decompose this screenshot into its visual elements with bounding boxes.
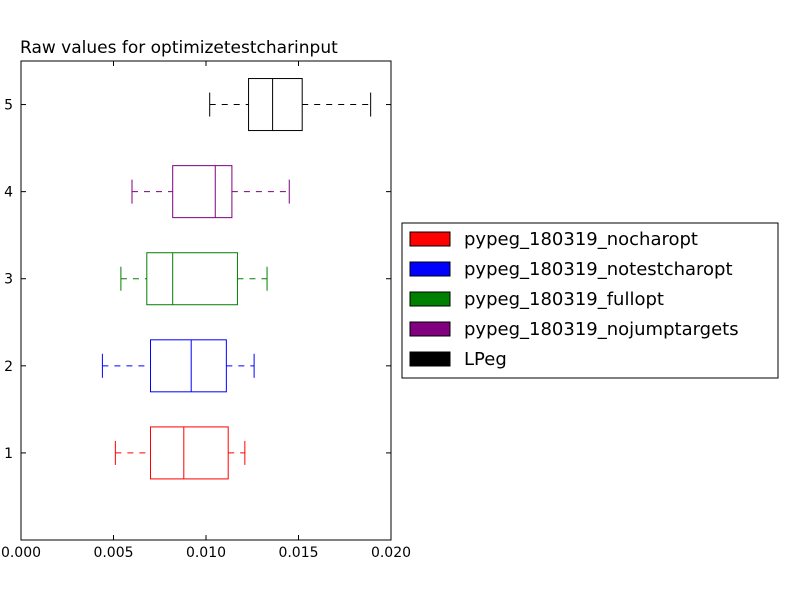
box (146, 252, 238, 306)
legend-label: LPeg (464, 349, 507, 370)
legend-label: pypeg_180319_nocharopt (464, 229, 698, 250)
plot-frame (20, 60, 392, 541)
legend-swatch (409, 261, 451, 277)
x-tick-label: 0.005 (93, 545, 133, 561)
y-tick-label: 1 (4, 446, 13, 462)
box (150, 339, 227, 393)
boxplot-pypeg_180319_nojumptargets (131, 165, 290, 219)
boxplot-LPeg (209, 78, 372, 132)
plot-area: 0.000 0.005 0.010 0.015 0.020 1 2 3 4 5 (1, 60, 411, 561)
x-tick-label: 0.010 (186, 545, 226, 561)
legend: pypeg_180319_nocharopt pypeg_180319_notes… (401, 222, 779, 379)
x-tick-label: 0.015 (278, 545, 318, 561)
legend-swatch (409, 321, 451, 337)
y-tick-label: 4 (4, 185, 13, 201)
chart-title: Raw values for optimizetestcharinput (20, 38, 338, 58)
boxplot-pypeg_180319_notestcharopt (101, 339, 255, 393)
box (248, 78, 303, 132)
box (150, 426, 229, 480)
legend-swatch (409, 291, 451, 307)
y-tick-label: 3 (4, 272, 13, 288)
legend-swatch (409, 351, 451, 367)
y-tick-label: 2 (4, 359, 13, 375)
legend-box (401, 222, 779, 379)
y-tick-label: 5 (4, 98, 13, 114)
boxplot-pypeg_180319_nocharopt (114, 426, 246, 480)
x-tick-label: 0.020 (371, 545, 411, 561)
legend-label: pypeg_180319_notestcharopt (464, 259, 733, 280)
x-tick-label: 0.000 (1, 545, 41, 561)
legend-label: pypeg_180319_fullopt (464, 289, 664, 310)
legend-swatch (409, 231, 451, 247)
legend-label: pypeg_180319_nojumptargets (464, 319, 739, 340)
box (172, 165, 233, 219)
boxplot-pypeg_180319_fullopt (120, 252, 268, 306)
